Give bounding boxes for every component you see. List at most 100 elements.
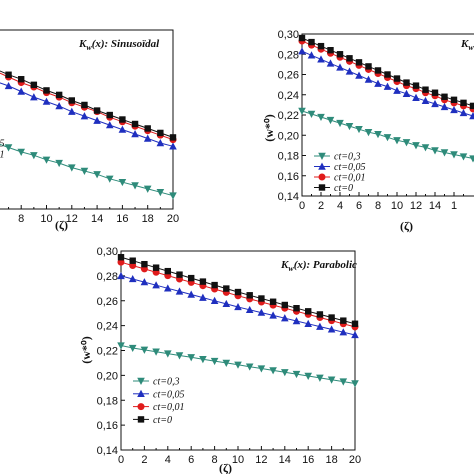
legend-marker xyxy=(137,389,145,397)
panel-title: Kw(x): Sinusoïdal xyxy=(78,38,160,52)
data-point xyxy=(210,357,219,366)
data-point xyxy=(128,344,137,353)
y-tick-label: 0,18 xyxy=(97,395,118,407)
data-point xyxy=(308,38,315,46)
data-point xyxy=(144,125,151,132)
data-point xyxy=(175,352,184,360)
data-point xyxy=(365,63,372,70)
data-point xyxy=(450,105,458,114)
data-point xyxy=(431,99,439,108)
data-point xyxy=(106,111,113,119)
data-point xyxy=(164,284,172,292)
x-tick-label: 20 xyxy=(167,213,179,225)
data-point xyxy=(30,93,38,101)
data-point xyxy=(412,82,420,89)
x-tick-label: 14 xyxy=(91,213,103,225)
y-tick-label: 0,28 xyxy=(278,49,299,61)
chart-panel-parabolic: 0 2 4 6 8 10 12 14 16 18 20 0,14 0,16 0,18 0,20 0,22 0,… xyxy=(79,246,361,474)
y-tick-label: 0,16 xyxy=(97,420,118,432)
data-point xyxy=(298,34,306,42)
data-point xyxy=(68,107,76,115)
y-tick-label: 0,18 xyxy=(278,151,299,163)
x-tick-label: 6 xyxy=(188,454,194,466)
data-point xyxy=(152,281,160,289)
data-point xyxy=(188,274,195,282)
data-point xyxy=(42,156,51,164)
data-point xyxy=(351,320,359,327)
data-point xyxy=(157,129,164,137)
data-point xyxy=(317,42,325,50)
data-point xyxy=(269,367,277,375)
y-tick-label: 0,14 xyxy=(278,191,299,203)
series-1 xyxy=(298,47,474,120)
y-tick-label: 0,24 xyxy=(278,90,299,102)
title-subscript: w xyxy=(86,43,92,52)
y-tick-label: 0,28 xyxy=(97,271,118,283)
data-point xyxy=(152,264,160,271)
x-tick-label: 12 xyxy=(410,200,422,212)
data-point xyxy=(245,363,254,371)
data-point xyxy=(55,102,63,110)
data-point xyxy=(421,144,430,152)
y-tick-label: 0,20 xyxy=(97,370,118,382)
data-point xyxy=(152,348,160,356)
data-point xyxy=(105,175,114,183)
data-point xyxy=(234,302,242,311)
data-point xyxy=(393,75,401,82)
data-point xyxy=(307,51,316,59)
legend-entry: ct=0 xyxy=(334,183,353,194)
data-point xyxy=(441,93,448,100)
data-point xyxy=(304,372,312,380)
data-point xyxy=(129,257,136,264)
x-tick-label: 0 xyxy=(299,200,305,212)
data-point xyxy=(30,81,38,89)
x-tick-label: 10 xyxy=(232,454,244,466)
legend-entry: ct=0,05 xyxy=(153,389,184,400)
title-main: K xyxy=(78,38,87,50)
data-point xyxy=(169,134,177,141)
y-tick-label: 0,30 xyxy=(278,29,299,41)
data-point xyxy=(117,271,125,280)
data-point xyxy=(355,125,363,134)
data-point xyxy=(81,101,88,109)
data-point xyxy=(304,319,312,327)
data-point xyxy=(269,311,277,319)
data-point xyxy=(292,317,301,325)
data-point xyxy=(68,164,76,172)
legend-entry: ct=0,3 xyxy=(153,377,179,388)
data-point xyxy=(131,130,139,138)
data-point xyxy=(469,102,474,110)
data-point xyxy=(55,159,63,168)
x-tick-label: 20 xyxy=(349,454,361,466)
data-point xyxy=(156,189,165,197)
title-rest: (x): Sinusoïdal xyxy=(92,38,160,50)
legend-marker xyxy=(318,184,326,191)
data-point xyxy=(128,274,137,283)
data-point xyxy=(143,185,152,193)
data-point xyxy=(281,301,288,309)
data-point xyxy=(316,374,324,382)
legend-marker xyxy=(318,152,326,160)
data-point xyxy=(223,285,230,292)
series-0 xyxy=(117,342,359,388)
x-tick-label: 10 xyxy=(391,200,403,212)
data-point xyxy=(364,129,373,137)
data-point xyxy=(374,79,382,87)
data-point xyxy=(422,86,429,93)
data-point xyxy=(340,317,347,324)
data-point xyxy=(17,87,25,95)
data-point xyxy=(440,149,449,157)
x-tick-label: 18 xyxy=(142,213,154,225)
chart-panel-top-right: 0 2 4 6 8 10 12 14 1 0,14 0,16 0,18 0,20 0,22 0,24 0,2… xyxy=(262,29,474,233)
data-point xyxy=(339,378,348,386)
x-tick-label: 14 xyxy=(429,200,441,212)
data-point xyxy=(257,308,266,316)
data-point xyxy=(169,142,177,150)
title-subscript: w xyxy=(288,264,294,273)
data-point xyxy=(234,361,242,369)
data-point xyxy=(119,116,126,123)
data-point xyxy=(80,112,89,120)
data-point xyxy=(222,299,231,308)
plot-frame xyxy=(0,29,174,210)
